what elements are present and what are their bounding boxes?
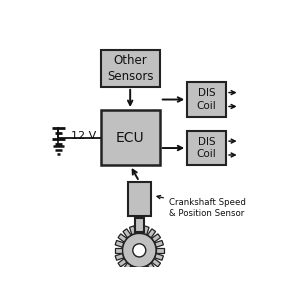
Polygon shape <box>156 248 164 253</box>
Polygon shape <box>123 229 131 238</box>
Polygon shape <box>130 226 136 235</box>
Polygon shape <box>142 266 149 275</box>
FancyBboxPatch shape <box>101 50 160 87</box>
FancyBboxPatch shape <box>135 218 144 232</box>
Circle shape <box>122 233 156 268</box>
Polygon shape <box>152 234 161 242</box>
Polygon shape <box>123 263 131 272</box>
Text: 12 V: 12 V <box>71 131 96 141</box>
Text: ECU: ECU <box>116 130 144 145</box>
Polygon shape <box>155 254 163 260</box>
FancyBboxPatch shape <box>187 131 226 165</box>
Polygon shape <box>118 234 127 242</box>
Text: DIS
Coil: DIS Coil <box>197 137 216 159</box>
Polygon shape <box>148 229 156 238</box>
FancyBboxPatch shape <box>128 182 151 216</box>
Polygon shape <box>115 248 122 253</box>
Polygon shape <box>130 266 136 275</box>
Polygon shape <box>115 241 124 247</box>
FancyBboxPatch shape <box>187 82 226 117</box>
Text: Other
Sensors: Other Sensors <box>107 54 153 83</box>
Polygon shape <box>118 259 127 267</box>
Polygon shape <box>148 263 156 272</box>
Polygon shape <box>115 254 124 260</box>
Polygon shape <box>142 226 149 235</box>
Circle shape <box>133 244 146 257</box>
Polygon shape <box>137 268 142 275</box>
Text: Crankshaft Speed
& Position Sensor: Crankshaft Speed & Position Sensor <box>157 196 246 218</box>
Polygon shape <box>152 259 161 267</box>
Polygon shape <box>155 241 163 247</box>
FancyBboxPatch shape <box>101 110 160 165</box>
Polygon shape <box>137 225 142 233</box>
Text: DIS
Coil: DIS Coil <box>197 88 216 111</box>
